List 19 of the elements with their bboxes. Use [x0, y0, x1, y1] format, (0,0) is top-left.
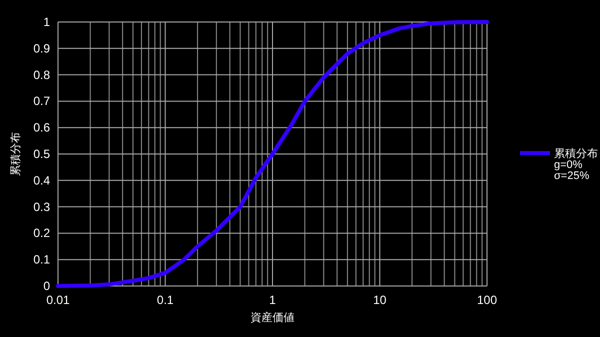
y-tick-label: 0.1 [33, 252, 50, 267]
y-tick-label: 0.7 [33, 94, 50, 108]
x-axis-title: 資産価値 [250, 311, 294, 324]
y-tick-label: 0.8 [33, 68, 50, 82]
x-tick-label: 0.1 [156, 293, 174, 307]
y-tick-label: 0.4 [33, 173, 50, 188]
y-tick-label: 0 [43, 279, 50, 293]
y-tick-label: 1 [43, 15, 50, 29]
x-tick-label: 10 [373, 293, 387, 307]
x-tick-label: 1 [269, 293, 276, 307]
x-tick-label: 100 [476, 293, 498, 307]
y-tick-label: 0.9 [33, 41, 50, 56]
y-tick-label: 0.5 [33, 147, 50, 161]
y-tick-label: 0.6 [33, 120, 50, 135]
x-tick-label: 0.01 [46, 293, 70, 307]
y-tick-label: 0.3 [33, 200, 50, 214]
y-tick-label: 0.2 [33, 226, 50, 240]
y-axis-title: 累積分布 [10, 132, 22, 176]
legend-label: 累積分布 g=0% σ=25% [554, 148, 598, 182]
